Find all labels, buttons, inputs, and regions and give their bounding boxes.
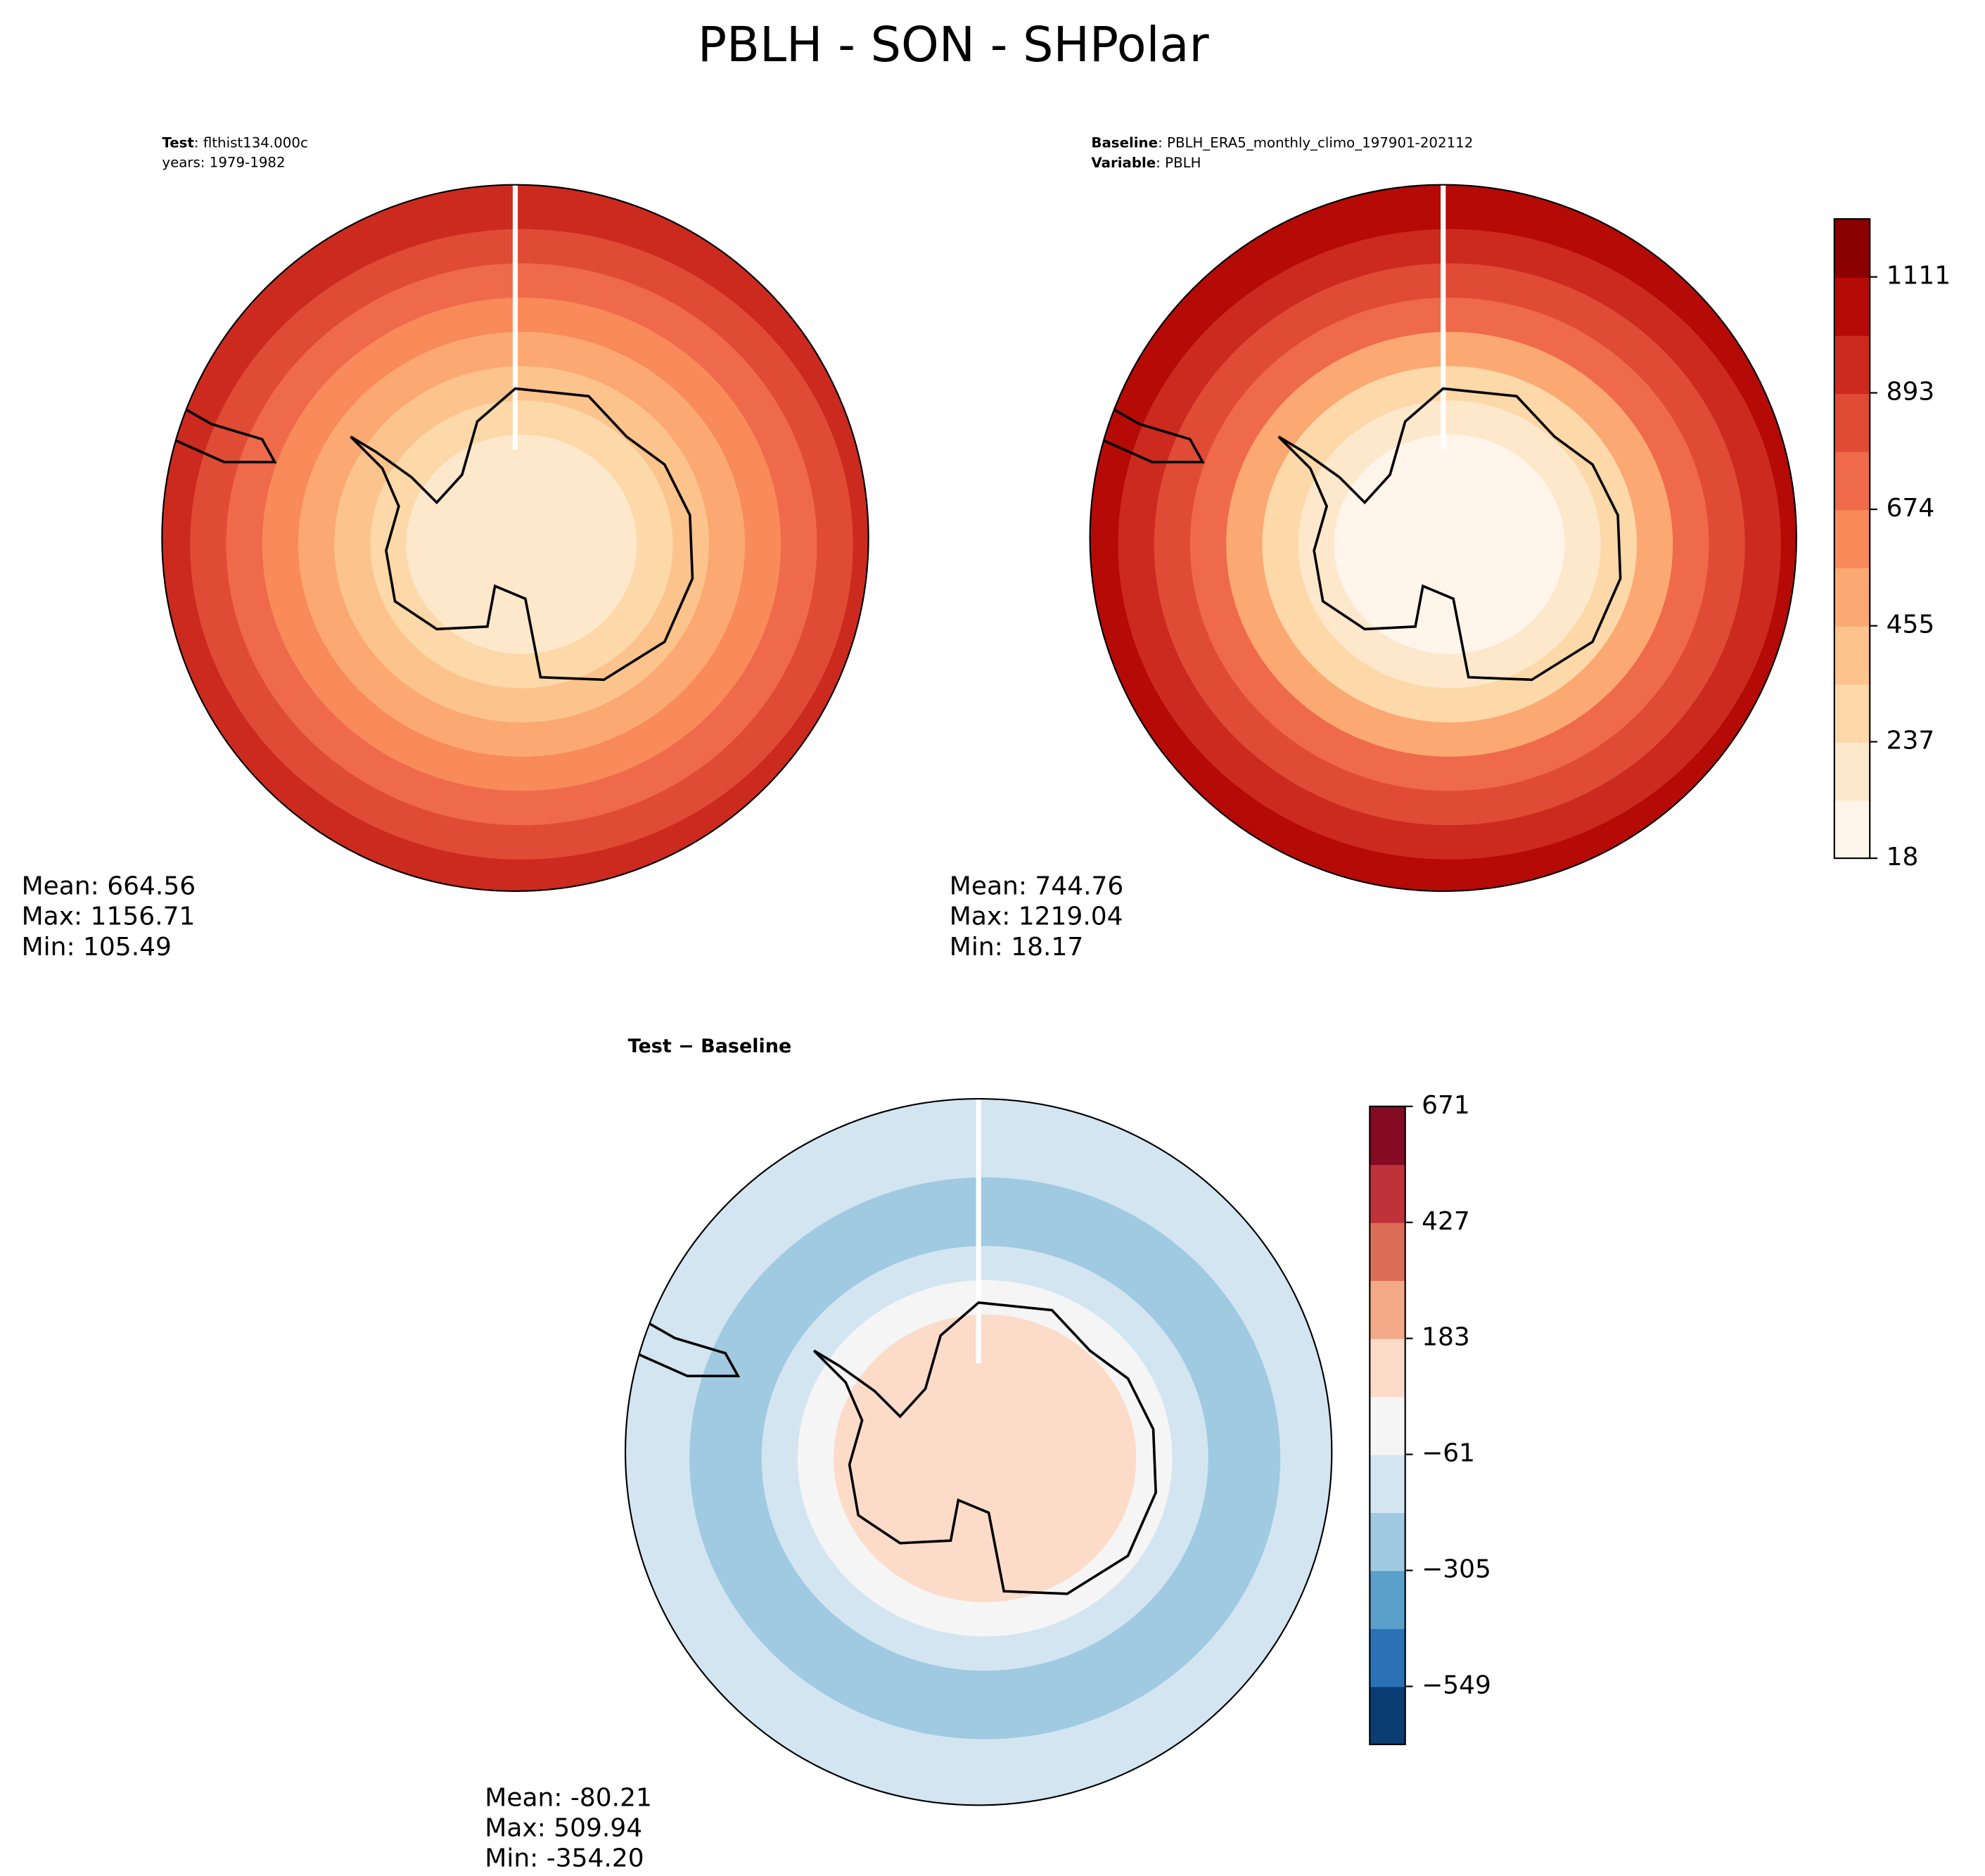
colorbar-band [1370,1106,1405,1166]
coastline [1277,387,1622,682]
coastline [166,397,277,464]
colorbar-band [1370,1280,1405,1339]
colorbar-band [1370,1454,1405,1513]
colorbar-tick-label: 427 [1422,1207,1470,1236]
colorbar-band [1370,1686,1405,1745]
panel-label: Test − Baseline [628,1035,792,1057]
coastline [1094,397,1205,464]
panel-label: Baseline: PBLH_ERA5_monthly_climo_197901… [1091,134,1473,151]
colorbar-tick-label: −549 [1422,1671,1491,1699]
panel-label: Variable: PBLH [1091,155,1201,171]
colorbar-band [1370,1396,1405,1455]
colorbar-band [1834,567,1870,627]
colorbar-band [1834,393,1870,452]
colorbar-frame [1369,1105,1406,1746]
colorbar-band [1370,1512,1405,1571]
colorbar-tick-label: 674 [1887,494,1935,523]
colorbar-band [1834,625,1870,685]
stat: Max: 1219.04 [950,902,1123,931]
stat: Max: 1156.71 [22,902,196,931]
colorbar-band [1370,1570,1405,1629]
colorbar-band [1370,1222,1405,1282]
map [162,184,869,891]
stat: Min: -354.20 [485,1844,644,1873]
colorbar-band [1834,276,1870,336]
colorbar-tick-label: 183 [1422,1323,1470,1352]
label-key: Baseline [1091,134,1158,151]
figure-title: PBLH - SON - SHPolar [698,18,1210,73]
colorbar-tick-label: 671 [1422,1091,1470,1120]
colorbar-frame [1833,218,1871,860]
stat: Max: 509.94 [485,1814,642,1843]
map [625,1099,1332,1806]
label-value: : flthist134.000c [194,134,308,151]
map-boundary [161,184,869,892]
coastline [630,1311,741,1378]
panel-label: Test: flthist134.000c [162,134,307,151]
coastline [812,1301,1157,1595]
colorbar-tick-label: −61 [1422,1439,1475,1468]
colorbar-band [1370,1164,1405,1223]
colorbar-band [1370,1628,1405,1687]
colorbar-tick-label: 18 [1887,843,1919,872]
map-boundary [624,1097,1333,1806]
map-boundary [1089,184,1797,892]
coastline [350,387,694,682]
map-field [869,1348,1101,1569]
colorbar-band [1834,741,1870,801]
map-field [406,434,637,654]
colorbar-band [1834,335,1870,395]
label-key: Test [162,134,194,151]
label-value: : PBLH [1156,155,1201,171]
stat: Min: 18.17 [950,933,1083,962]
colorbar-tick-label: 893 [1887,378,1935,407]
stat: Mean: 664.56 [22,872,196,901]
colorbar-tick-label: 455 [1887,611,1935,639]
colorbar-tick-label: 1111 [1887,262,1951,291]
label-value: : PBLH_ERA5_monthly_climo_197901-202112 [1158,134,1473,151]
colorbar-band [1370,1338,1405,1398]
panel-label: years: 1979-1982 [162,155,285,171]
stat: Mean: -80.21 [485,1783,652,1812]
map-field [1334,434,1565,654]
colorbar-band [1834,219,1870,278]
colorbar-tick-label: 237 [1887,727,1935,755]
colorbar-band [1834,451,1870,511]
map [1090,184,1796,891]
colorbar-band [1834,800,1870,860]
colorbar-tick-label: −305 [1422,1555,1491,1584]
colorbar-band [1834,509,1870,568]
stat: Min: 105.49 [22,933,172,962]
colorbar-band [1834,684,1870,743]
label-key: Variable [1091,155,1156,171]
stat: Mean: 744.76 [950,872,1124,901]
